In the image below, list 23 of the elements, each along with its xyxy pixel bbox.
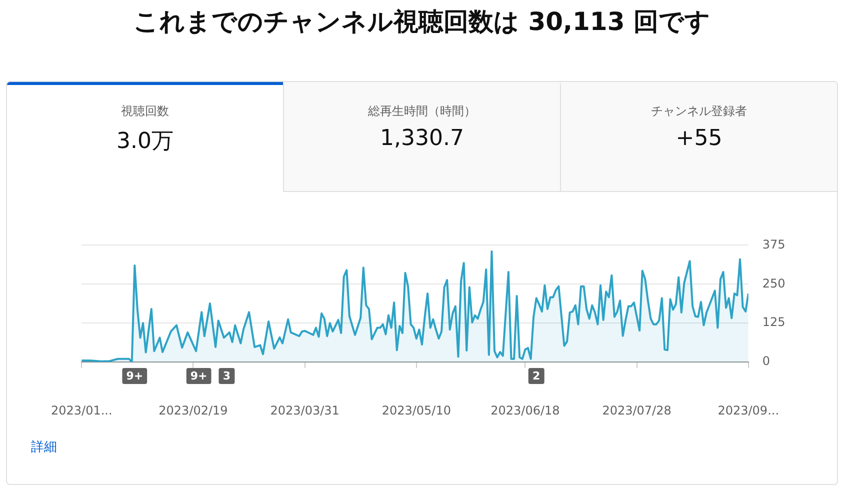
- annotation: 3: [222, 369, 231, 382]
- x-tick-label: 2023/03/31: [270, 403, 340, 418]
- text: 詳細: [31, 439, 58, 456]
- x-tick-label: 2023/05/10: [382, 403, 451, 418]
- x-tick-label: 2023/01...: [51, 403, 112, 418]
- y-tick-label: 375: [762, 237, 786, 252]
- annotation: 9+: [126, 369, 144, 382]
- text: +55: [674, 126, 724, 151]
- y-tick-label: 125: [762, 315, 786, 330]
- x-tick-label: 2023/07/28: [602, 403, 672, 418]
- text: 3.0万: [116, 128, 174, 156]
- text: これまでのチャンネル視聴回数は 30,113 回です: [132, 6, 712, 38]
- y-tick-label: 0: [762, 354, 770, 368]
- x-tick-label: 2023/06/18: [490, 403, 560, 418]
- annotation: 9+: [190, 369, 208, 382]
- text: チャンネル登録者: [650, 103, 748, 120]
- text: 総再生時間（時間）: [367, 103, 477, 120]
- text: 視聴回数: [120, 103, 170, 120]
- x-tick-label: 2023/09...: [718, 403, 779, 418]
- x-tick-label: 2023/02/19: [158, 403, 228, 418]
- text: 1,330.7: [379, 126, 465, 151]
- y-tick-label: 250: [762, 276, 786, 290]
- annotation: 2: [532, 369, 540, 382]
